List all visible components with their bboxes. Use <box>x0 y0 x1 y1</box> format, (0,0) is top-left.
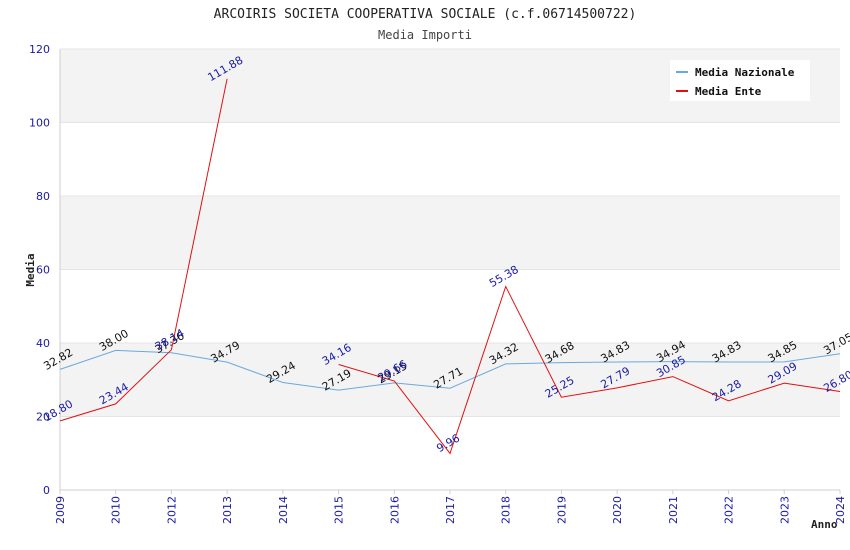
x-tick-label: 2019 <box>555 496 568 524</box>
x-axis-ticks: 2009 2010 2012 2013 2014 2015 2016 2017 2018 2019… <box>54 490 847 524</box>
y-tick-label: 120 <box>29 43 50 56</box>
x-tick-label: 2013 <box>221 496 234 524</box>
x-tick-label: 2024 <box>834 496 847 524</box>
x-axis-label: Anno <box>811 518 838 531</box>
y-tick-label: 20 <box>36 411 50 424</box>
plot-band <box>60 269 840 343</box>
y-tick-label: 80 <box>36 190 50 203</box>
x-tick-label: 2022 <box>723 496 736 524</box>
x-tick-label: 2010 <box>110 496 123 524</box>
y-tick-label: 0 <box>43 484 50 497</box>
x-tick-label: 2021 <box>667 496 680 524</box>
plot-band <box>60 196 840 270</box>
chart-subtitle: Media Importi <box>378 28 472 42</box>
plot-band <box>60 122 840 196</box>
series-line-media-nazionale <box>59 349 841 391</box>
legend: Media Nazionale Media Ente <box>670 60 810 101</box>
x-tick-label: 2018 <box>500 496 513 524</box>
x-tick-label: 2023 <box>778 496 791 524</box>
x-tick-label: 2017 <box>444 496 457 524</box>
legend-label-media-nazionale: Media Nazionale <box>695 66 795 79</box>
x-tick-label: 2014 <box>277 496 290 524</box>
x-tick-label: 2012 <box>165 496 178 524</box>
legend-label-media-ente: Media Ente <box>695 85 762 98</box>
y-axis-ticks: 0 20 40 60 80 100 120 <box>29 43 50 497</box>
y-axis-label: Media <box>24 253 37 286</box>
x-tick-label: 2015 <box>333 496 346 524</box>
plot-band <box>60 343 840 417</box>
x-tick-label: 2009 <box>54 496 67 524</box>
legend-box <box>670 60 810 101</box>
y-tick-label: 40 <box>36 337 50 350</box>
chart-title: ARCOIRIS SOCIETA COOPERATIVA SOCIALE (c.… <box>214 7 637 22</box>
series-line-media-ente <box>59 78 841 455</box>
x-tick-label: 2016 <box>388 496 401 524</box>
y-tick-label: 100 <box>29 117 50 130</box>
y-tick-label: 60 <box>36 264 50 277</box>
series-lines <box>59 78 841 455</box>
plot-background-bands <box>59 48 840 491</box>
x-tick-label: 2020 <box>611 496 624 524</box>
